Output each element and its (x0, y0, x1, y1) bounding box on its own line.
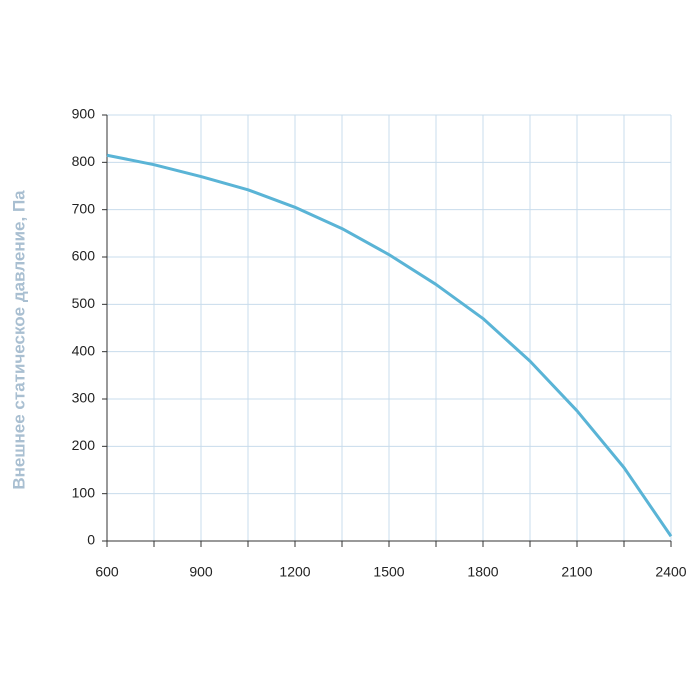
x-tick-label: 1500 (373, 564, 404, 580)
x-tick-label: 900 (189, 564, 213, 580)
y-tick-label: 500 (72, 295, 96, 311)
x-tick-label: 600 (95, 564, 119, 580)
y-tick-label: 700 (72, 200, 96, 216)
y-tick-label: 800 (72, 153, 96, 169)
x-tick-label: 2400 (655, 564, 686, 580)
y-tick-label: 900 (72, 106, 96, 122)
x-tick-label: 2100 (561, 564, 592, 580)
y-axis-title: Внешнее статическое давление, Па (9, 190, 28, 490)
data-line (106, 153, 673, 538)
x-tick-label: 1800 (467, 564, 498, 580)
y-tick-label: 300 (72, 390, 96, 406)
y-tick-label: 600 (72, 248, 96, 264)
y-tick-label: 100 (72, 484, 96, 500)
y-tick-label: 0 (87, 532, 95, 548)
y-tick-label: 400 (72, 342, 96, 358)
x-tick-label: 1200 (279, 564, 310, 580)
y-tick-label: 200 (72, 437, 96, 453)
